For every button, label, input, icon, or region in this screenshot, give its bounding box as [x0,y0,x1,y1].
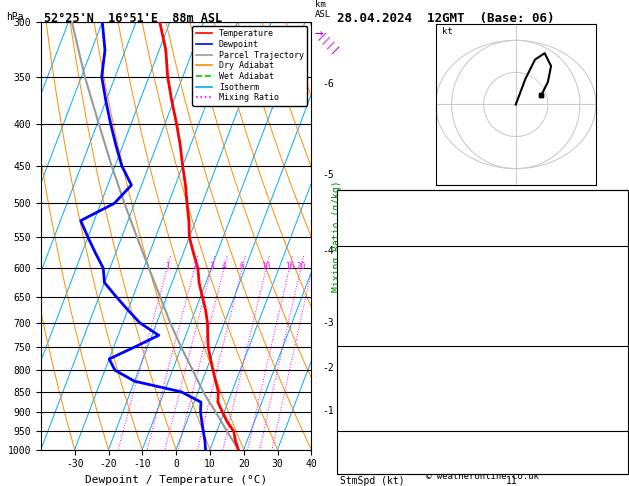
Text: 10: 10 [262,262,271,271]
Text: 1006: 1006 [506,348,530,358]
Text: K: K [340,191,345,202]
Text: 0: 0 [506,405,512,415]
Text: PW (cm): PW (cm) [340,220,381,230]
Text: θₑ(K): θₑ(K) [340,277,369,287]
Text: 20: 20 [296,262,306,271]
Polygon shape [516,53,551,104]
Text: EH: EH [340,434,352,443]
Legend: Temperature, Dewpoint, Parcel Trajectory, Dry Adiabat, Wet Adiabat, Isotherm, Mi: Temperature, Dewpoint, Parcel Trajectory… [192,26,307,105]
Text: CIN (J): CIN (J) [340,405,381,415]
Text: Temp (°C): Temp (°C) [340,248,392,259]
Text: Surface: Surface [462,234,503,244]
Text: hPa: hPa [6,12,24,22]
Text: Lifted Index: Lifted Index [340,377,410,386]
Text: km
ASL: km ASL [314,0,331,19]
Text: 6: 6 [240,262,245,271]
Text: StmSpd (kt): StmSpd (kt) [340,476,404,486]
Text: 52°25'N  16°51'E  88m ASL: 52°25'N 16°51'E 88m ASL [44,12,222,25]
Text: CAPE (J): CAPE (J) [340,391,387,400]
Text: SREH: SREH [340,448,363,457]
Text: 311: 311 [506,362,524,372]
Text: 11: 11 [506,476,518,486]
Text: -6: -6 [323,79,334,88]
Text: 3: 3 [209,262,214,271]
Text: 28.04.2024  12GMT  (Base: 06): 28.04.2024 12GMT (Base: 06) [337,12,554,25]
Y-axis label: hPa: hPa [0,226,2,246]
Text: CAPE (J): CAPE (J) [340,305,387,315]
Text: 0: 0 [506,320,512,330]
Text: © weatheronline.co.uk: © weatheronline.co.uk [426,472,538,481]
Text: Pressure (mb): Pressure (mb) [340,348,416,358]
Text: 2: 2 [506,291,512,301]
Text: 1.38: 1.38 [506,220,530,230]
Text: Lifted Index: Lifted Index [340,291,410,301]
Text: -4: -4 [323,246,334,256]
Text: 47: 47 [506,206,518,216]
Text: 1: 1 [165,262,170,271]
Text: 203°: 203° [506,462,530,472]
Text: →: → [314,27,323,41]
Text: -5: -5 [323,170,334,180]
Text: Totals Totals: Totals Totals [340,206,416,216]
Text: 8: 8 [506,305,512,315]
Text: StmDir: StmDir [340,462,375,472]
Text: 2: 2 [192,262,197,271]
Text: Most Unstable: Most Unstable [444,334,520,344]
X-axis label: Dewpoint / Temperature (°C): Dewpoint / Temperature (°C) [85,475,267,485]
Text: 64: 64 [506,434,518,443]
Text: -3: -3 [323,318,334,328]
Text: 2: 2 [506,377,512,386]
Text: CIN (J): CIN (J) [340,320,381,330]
Text: kt: kt [442,27,453,36]
Text: Hodograph: Hodograph [455,419,509,429]
Text: 8.7: 8.7 [506,263,524,273]
Text: 311: 311 [506,277,524,287]
Text: 61: 61 [506,448,518,457]
Text: 16: 16 [285,262,294,271]
Text: -2: -2 [323,363,334,373]
Text: θₑ (K): θₑ (K) [340,362,375,372]
Text: 4: 4 [221,262,226,271]
Text: Dewp (°C): Dewp (°C) [340,263,392,273]
Text: Mixing Ratio (g/kg): Mixing Ratio (g/kg) [331,180,342,292]
Text: 6: 6 [506,191,512,202]
Text: -1: -1 [323,406,334,417]
Text: 8: 8 [506,391,512,400]
Text: ||||: |||| [314,32,341,58]
Text: 18.4: 18.4 [506,248,530,259]
